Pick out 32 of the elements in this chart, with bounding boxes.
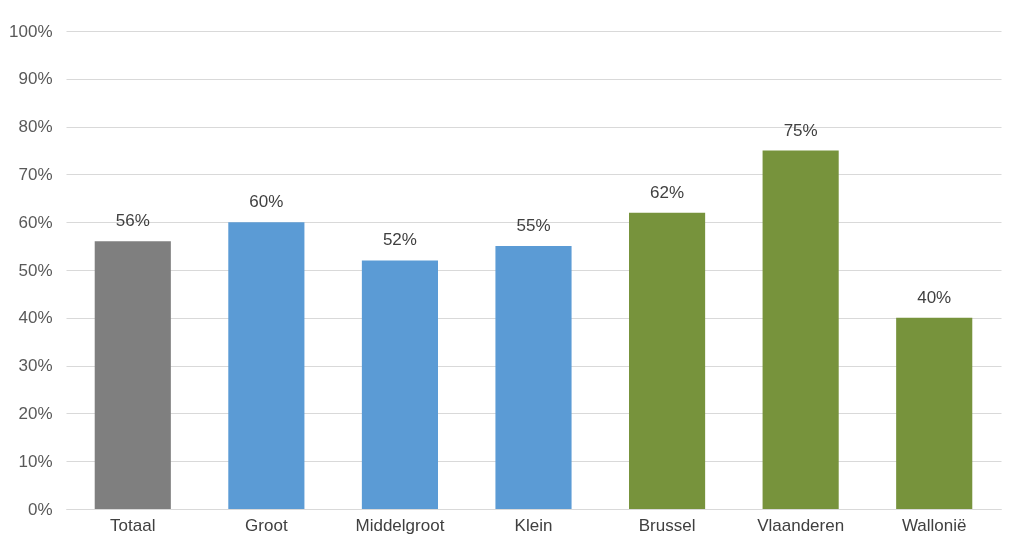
x-tick-label: Brussel <box>638 515 696 535</box>
bar <box>361 260 438 509</box>
y-tick-label: 0% <box>27 499 53 519</box>
y-tick-label: 40% <box>18 308 53 328</box>
data-label: 60% <box>249 192 284 212</box>
x-tick-label: Middelgroot <box>355 515 445 535</box>
data-label: 75% <box>783 120 818 140</box>
bar <box>762 150 839 509</box>
y-tick-label: 10% <box>18 451 53 471</box>
x-tick-label: Wallonië <box>901 515 967 535</box>
y-tick-label: 70% <box>18 164 53 184</box>
x-tick-label: Vlaanderen <box>757 515 845 535</box>
data-label: 40% <box>917 287 952 307</box>
y-tick-label: 30% <box>18 356 53 376</box>
data-label: 62% <box>650 182 685 202</box>
x-tick-label: Totaal <box>110 515 156 535</box>
bar <box>629 212 706 509</box>
bar <box>495 246 572 509</box>
bar <box>896 317 973 509</box>
bar <box>94 241 171 509</box>
y-tick-label: 60% <box>18 212 53 232</box>
y-tick-label: 100% <box>9 21 53 41</box>
data-label: 56% <box>115 211 150 231</box>
x-tick-label: Klein <box>514 515 553 535</box>
y-tick-label: 50% <box>18 260 53 280</box>
x-tick-label: Groot <box>245 515 288 535</box>
y-tick-label: 20% <box>18 403 53 423</box>
data-label: 55% <box>516 216 551 236</box>
bar <box>228 222 305 509</box>
data-label: 52% <box>382 230 417 250</box>
y-tick-label: 80% <box>18 117 53 137</box>
y-tick-label: 90% <box>18 69 53 89</box>
